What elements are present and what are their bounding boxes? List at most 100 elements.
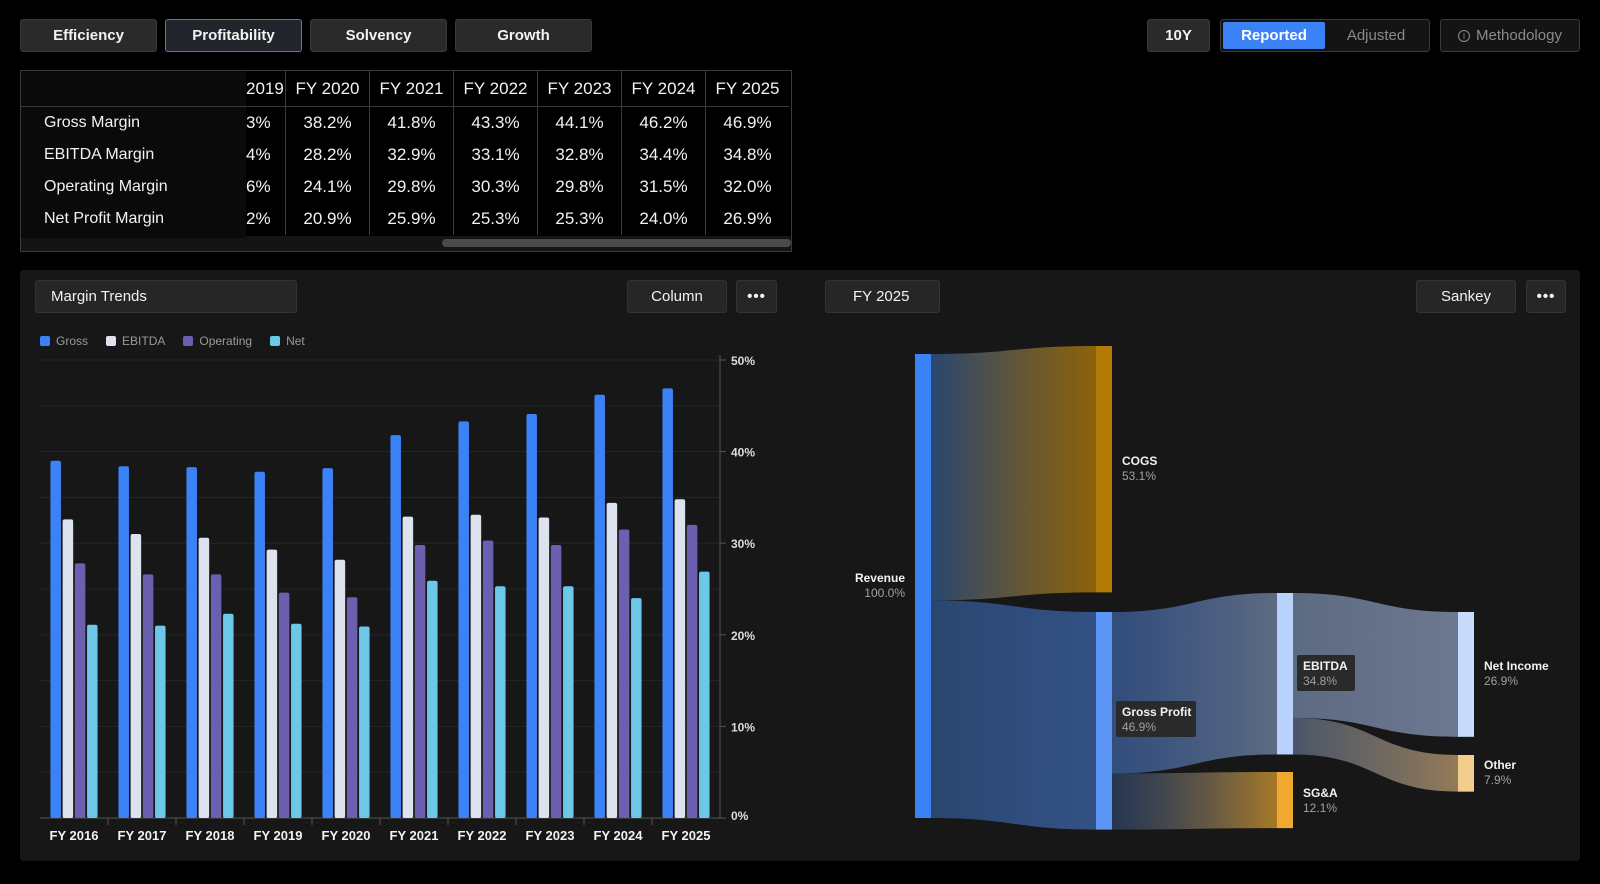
info-icon: i (1458, 29, 1471, 42)
more-options-button[interactable]: ••• (736, 280, 777, 313)
table-cell: 46.9% (723, 113, 772, 132)
sankey-type-button[interactable]: Sankey (1416, 280, 1516, 313)
adjusted-option[interactable]: Adjusted (1346, 27, 1406, 44)
table-cell: 20.9% (303, 209, 352, 228)
bar-operating (210, 574, 222, 818)
sankey-node-value: 100.0% (864, 586, 905, 600)
methodology-label: Methodology (1476, 27, 1562, 44)
reported-option[interactable]: Reported (1223, 22, 1325, 49)
bar-net (87, 624, 98, 818)
row-label: Gross Margin (44, 114, 141, 131)
bar-gross (118, 466, 129, 818)
legend-label: EBITDA (122, 334, 166, 348)
bar-net (359, 626, 370, 818)
legend-item-operating[interactable]: Operating (183, 334, 252, 348)
bar-gross (662, 388, 673, 818)
horizontal-scrollbar[interactable] (442, 239, 791, 247)
bar-net (155, 625, 166, 818)
table-column: FY 2020 38.2% 28.2% 24.1% 20.9% (285, 71, 369, 235)
sankey-link-ebitda (1112, 593, 1277, 774)
sankey-more-button[interactable]: ••• (1526, 280, 1566, 313)
table-column: FY 2023 44.1% 32.8% 29.8% 25.3% (537, 71, 621, 235)
sankey-link-other (1293, 717, 1458, 792)
bar-gross (526, 414, 537, 818)
bar-gross (458, 421, 469, 818)
chart-legend: Gross EBITDA Operating Net (40, 334, 305, 348)
sankey-link-gross-profit (931, 600, 1096, 830)
methodology-button[interactable]: i Methodology (1440, 19, 1580, 52)
year-select[interactable]: FY 2025 (825, 280, 940, 313)
column-header[interactable]: FY 2023 (538, 71, 621, 107)
legend-item-gross[interactable]: Gross (40, 334, 88, 348)
column-header[interactable]: FY 2024 (622, 71, 705, 107)
bar-gross (390, 435, 401, 818)
legend-item-net[interactable]: Net (270, 334, 305, 348)
bar-gross (186, 467, 197, 818)
bar-ebitda (198, 537, 210, 818)
bar-net (291, 623, 302, 818)
column-header[interactable]: FY 2020 (286, 71, 369, 107)
column-header: 2019 (246, 71, 285, 107)
table-cell: 44.1% (555, 113, 604, 132)
table-cell: 25.9% (387, 209, 436, 228)
table-cell: 25.3% (555, 209, 604, 228)
table-cell: 24.0% (639, 209, 688, 228)
year-columns: 2019 3% 4% 6% 2% FY 2020 38.2% 28.2% 24.1% 2… (246, 71, 789, 235)
x-tick-label: FY 2016 (50, 828, 99, 843)
bar-net (563, 586, 574, 818)
sankey-type-label: Sankey (1440, 288, 1492, 305)
chart-type-button[interactable]: Column (627, 280, 727, 313)
bar-operating (142, 574, 154, 818)
chart-title: Margin Trends (51, 288, 147, 305)
x-tick-label: FY 2021 (390, 828, 439, 843)
sankey-node-value: 34.8% (1303, 674, 1337, 688)
table-column: FY 2024 46.2% 34.4% 31.5% 24.0% (621, 71, 705, 235)
table-cell: 28.2% (303, 145, 352, 164)
x-tick-label: FY 2024 (594, 828, 644, 843)
table-cell: 46.2% (639, 113, 688, 132)
table-cell: 6% (246, 177, 271, 196)
bar-gross (254, 471, 265, 818)
sankey-node-value: 26.9% (1484, 674, 1518, 688)
table-cell: 34.8% (723, 145, 772, 164)
bar-operating (74, 563, 86, 818)
table-cell: 43.3% (471, 113, 520, 132)
period-button[interactable]: 10Y (1147, 19, 1210, 52)
bar-ebitda (266, 549, 278, 818)
table-cell: 32.0% (723, 177, 772, 196)
reported-adjusted-toggle: Reported Adjusted (1220, 19, 1430, 52)
legend-swatch (106, 336, 117, 346)
chart-title-field[interactable]: Margin Trends (35, 280, 297, 313)
tab-solvency[interactable]: Solvency (310, 19, 447, 52)
x-tick-label: FY 2019 (254, 828, 303, 843)
table-cell: 38.2% (303, 113, 352, 132)
sankey-node-name: SG&A (1303, 786, 1338, 800)
sankey-label-box (1297, 655, 1355, 691)
column-header[interactable]: FY 2021 (370, 71, 453, 107)
legend-item-ebitda[interactable]: EBITDA (106, 334, 165, 348)
table-cell: 32.9% (387, 145, 436, 164)
tab-growth[interactable]: Growth (455, 19, 592, 52)
table-cell: 24.1% (303, 177, 352, 196)
tab-profitability[interactable]: Profitability (165, 19, 302, 52)
bar-ebitda (130, 534, 142, 818)
bar-operating (278, 592, 290, 818)
bar-ebitda (334, 559, 346, 818)
sankey-link-cogs (931, 346, 1096, 601)
legend-swatch (183, 336, 194, 346)
x-tick-label: FY 2022 (458, 828, 507, 843)
tab-efficiency[interactable]: Efficiency (20, 19, 157, 52)
bar-operating (346, 597, 358, 818)
y-tick-label: 50% (731, 354, 755, 368)
sankey-node-gross-profit (1096, 612, 1112, 830)
y-tick-label: 20% (731, 629, 755, 643)
table-cell: 33.1% (471, 145, 520, 164)
bar-gross (50, 460, 61, 818)
row-label: Net Profit Margin (44, 210, 165, 227)
sankey-node-name: Net Income (1484, 659, 1549, 673)
bar-ebitda (674, 499, 686, 818)
column-header[interactable]: FY 2022 (454, 71, 537, 107)
column-header[interactable]: FY 2025 (706, 71, 789, 107)
bar-net (223, 613, 234, 818)
